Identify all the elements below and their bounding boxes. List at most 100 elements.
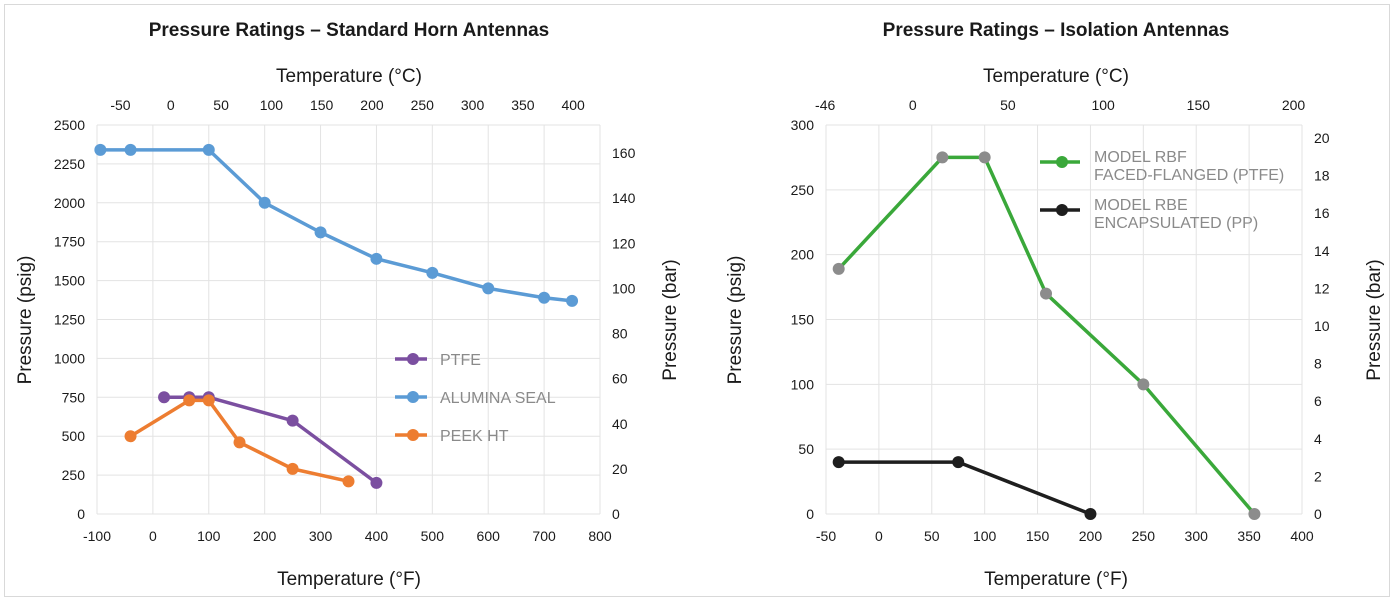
- y-tick-label: 750: [62, 389, 86, 405]
- y2-tick-label: 16: [1314, 205, 1330, 221]
- legend-swatch-marker: [1056, 204, 1068, 216]
- x2-tick-label: 0: [909, 97, 917, 113]
- y-tick-label: 1750: [54, 234, 85, 250]
- data-point: [1137, 378, 1150, 391]
- y2-tick-label: 80: [612, 326, 628, 342]
- y-tick-label: 300: [791, 117, 815, 133]
- y2-tick-label: 4: [1314, 431, 1322, 447]
- data-point: [1040, 287, 1053, 300]
- y-tick-label: 2500: [54, 117, 85, 133]
- x-axis-label: Temperature (°F): [277, 569, 421, 590]
- x2-tick-label: 50: [213, 97, 229, 113]
- y2-tick-label: 160: [612, 145, 636, 161]
- x-tick-label: 400: [1290, 528, 1314, 544]
- x-tick-label: 250: [1132, 528, 1156, 544]
- data-point: [1248, 508, 1261, 520]
- x-tick-label: 800: [588, 528, 612, 544]
- series-line-0: [837, 155, 1256, 516]
- chart-frame: [4, 4, 1390, 597]
- y2-tick-label: 120: [612, 235, 636, 251]
- x2-tick-label: 200: [1282, 97, 1306, 113]
- x2-tick-label: 150: [1187, 97, 1211, 113]
- y-tick-label: 1500: [54, 273, 85, 289]
- data-point: [370, 476, 383, 489]
- y-tick-label: 250: [791, 182, 815, 198]
- data-point: [978, 151, 991, 164]
- chart-standard-horn: Pressure Ratings – Standard Horn Antenna…: [15, 20, 681, 590]
- y2-tick-label: 18: [1314, 168, 1330, 184]
- legend-label: MODEL RBF FACED-FLANGED (PTFE): [1094, 149, 1284, 184]
- x2-tick-label: 350: [511, 97, 535, 113]
- data-point: [258, 196, 271, 209]
- data-point: [233, 436, 246, 449]
- y2-tick-label: 20: [612, 461, 628, 477]
- legend-label: ALUMINA SEAL: [440, 390, 556, 407]
- x2-tick-label: 250: [411, 97, 435, 113]
- data-point: [202, 143, 215, 156]
- y2-axis-label: Pressure (bar): [1364, 259, 1385, 380]
- x2-tick-label: 200: [360, 97, 384, 113]
- legend-swatch-marker: [1056, 156, 1068, 168]
- x2-tick-label: -46: [815, 97, 835, 113]
- data-point: [832, 262, 845, 275]
- data-point: [286, 414, 299, 427]
- x-tick-label: -100: [83, 528, 111, 544]
- x2-tick-label: 100: [1091, 97, 1115, 113]
- x-tick-label: 100: [197, 528, 221, 544]
- y-tick-label: 200: [791, 247, 815, 263]
- data-point: [286, 462, 299, 475]
- x2-tick-label: 400: [561, 97, 585, 113]
- y-axis-label: Pressure (psig): [725, 256, 746, 385]
- legend-label: MODEL RBE ENCAPSULATED (PP): [1094, 197, 1258, 232]
- x-tick-label: 0: [875, 528, 883, 544]
- x-tick-label: 0: [149, 528, 157, 544]
- x-tick-label: 600: [477, 528, 501, 544]
- y-tick-label: 250: [62, 467, 86, 483]
- data-point: [124, 143, 137, 156]
- x-tick-label: 350: [1237, 528, 1261, 544]
- plot-area: 02505007501000125015001750200022502500-1…: [54, 97, 636, 544]
- data-point: [183, 394, 196, 407]
- y2-tick-label: 10: [1314, 318, 1330, 334]
- x2-tick-label: 0: [167, 97, 175, 113]
- x2-tick-label: 150: [310, 97, 334, 113]
- series-line-1: [100, 148, 573, 303]
- y2-tick-label: 12: [1314, 280, 1330, 296]
- x-tick-label: 100: [973, 528, 997, 544]
- y2-tick-label: 0: [612, 506, 620, 522]
- data-point: [538, 291, 551, 304]
- data-point: [426, 266, 439, 279]
- data-point: [1084, 508, 1097, 520]
- y2-tick-label: 6: [1314, 393, 1322, 409]
- x-tick-label: -50: [816, 528, 836, 544]
- data-point: [124, 430, 137, 443]
- data-point: [94, 143, 107, 156]
- y-tick-label: 2000: [54, 195, 85, 211]
- series-line-1: [838, 460, 1092, 516]
- x2-tick-label: 50: [1000, 97, 1016, 113]
- x-tick-label: 150: [1026, 528, 1050, 544]
- y-tick-label: 0: [806, 506, 814, 522]
- x2-tick-label: -50: [110, 97, 130, 113]
- x-tick-label: 300: [1185, 528, 1209, 544]
- y2-tick-label: 60: [612, 371, 628, 387]
- y2-axis-label: Pressure (bar): [660, 259, 681, 380]
- y2-tick-label: 2: [1314, 468, 1322, 484]
- chart-isolation: Pressure Ratings – Isolation Antennas Te…: [725, 20, 1385, 590]
- x2-axis-label: Temperature (°C): [276, 66, 422, 87]
- data-point: [482, 282, 495, 295]
- data-point: [936, 151, 949, 164]
- y2-tick-label: 14: [1314, 243, 1330, 259]
- y-tick-label: 150: [791, 312, 815, 328]
- x2-axis-label: Temperature (°C): [983, 66, 1129, 87]
- x-tick-label: 300: [309, 528, 333, 544]
- x-axis-label: Temperature (°F): [984, 569, 1128, 590]
- chart-title: Pressure Ratings – Isolation Antennas: [883, 20, 1230, 41]
- data-point: [566, 294, 579, 307]
- x-tick-label: 500: [421, 528, 445, 544]
- x-tick-label: 200: [253, 528, 277, 544]
- chart-title: Pressure Ratings – Standard Horn Antenna…: [149, 20, 550, 41]
- y2-tick-label: 40: [612, 416, 628, 432]
- series-line-0: [164, 395, 378, 485]
- data-point: [952, 456, 965, 469]
